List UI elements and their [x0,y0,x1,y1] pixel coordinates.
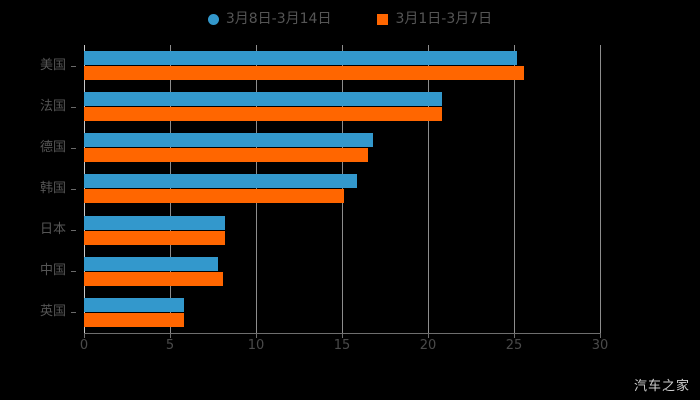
bar-group-英国 [84,292,600,333]
x-axis-tick-label-15: 15 [333,338,351,353]
x-axis-tick-20 [428,333,429,338]
x-axis-tick-label-10: 10 [247,338,265,353]
x-axis-tick-label-25: 25 [505,338,523,353]
y-axis-tick-韩国 [71,189,76,190]
bar-美国-series-1[interactable] [84,51,518,66]
bar-韩国-series-2[interactable] [84,189,344,204]
bar-法国-series-1[interactable] [84,92,442,107]
x-axis-tick-15 [342,333,343,338]
y-axis-label-中国: 中国 [39,263,66,279]
gridline-x-25 [514,45,515,333]
x-axis-tick-0 [84,333,85,338]
y-axis-tick-日本 [71,230,76,232]
bar-group-美国 [84,45,600,86]
y-axis-label-法国: 法国 [39,98,66,114]
bar-日本-series-1[interactable] [84,215,226,230]
y-axis-tick-英国 [71,312,76,314]
x-axis-tick-10 [256,333,257,338]
circle-marker-icon [207,13,219,25]
chart-legend: 3月8日-3月14日 3月1日-3月7日 [0,6,700,32]
x-axis-tick-30 [600,333,601,338]
y-axis-tick-美国 [71,65,76,67]
bar-group-韩国 [84,168,600,209]
bar-德国-series-2[interactable] [84,148,368,163]
bar-法国-series-2[interactable] [84,107,442,122]
x-axis-tick-label-0: 0 [79,338,89,353]
bar-日本-series-2[interactable] [84,230,226,245]
bar-中国-series-2[interactable] [84,271,224,286]
x-axis-tick-label-30: 30 [591,338,609,353]
bar-group-日本 [84,210,600,251]
x-axis-tick-5 [170,333,171,338]
legend-label-series-2: 3月1日-3月7日 [395,11,493,27]
bar-德国-series-1[interactable] [84,133,373,148]
gridline-x-15 [342,45,343,333]
legend-item-series-1[interactable]: 3月8日-3月14日 [207,11,332,27]
gridline-x-10 [256,45,257,333]
y-axis-label-英国: 英国 [39,304,66,320]
legend-label-series-1: 3月8日-3月14日 [225,11,332,27]
y-axis-tick-中国 [71,271,76,273]
bar-group-德国 [84,127,600,168]
bar-英国-series-2[interactable] [84,312,184,327]
watermark-label: 汽车之家 [633,379,690,394]
bar-英国-series-1[interactable] [84,297,184,312]
x-axis-tick-label-20: 20 [419,338,437,353]
gridline-x-5 [170,45,171,333]
bar-美国-series-2[interactable] [84,66,525,81]
x-axis-tick-25 [514,333,515,338]
y-axis-tick-法国 [71,106,76,108]
y-axis-label-德国: 德国 [39,139,66,155]
gridline-x-20 [428,45,429,333]
square-marker-icon [377,13,389,25]
legend-item-series-2[interactable]: 3月1日-3月7日 [377,12,492,26]
plot-area [84,45,601,333]
y-axis-label-日本: 日本 [39,222,66,238]
y-axis-label-美国: 美国 [39,57,66,73]
y-axis-label-韩国: 韩国 [39,181,66,196]
x-axis-tick-label-5: 5 [165,338,175,353]
gridline-x-30 [600,45,601,333]
bar-韩国-series-1[interactable] [84,174,358,189]
gridline-x-0 [84,45,85,333]
bar-group-法国 [84,86,600,127]
bar-group-中国 [84,251,600,292]
bar-中国-series-1[interactable] [84,256,219,271]
y-axis-category-labels: 美国法国德国韩国日本中国英国 [0,45,76,333]
y-axis-tick-德国 [71,147,76,149]
